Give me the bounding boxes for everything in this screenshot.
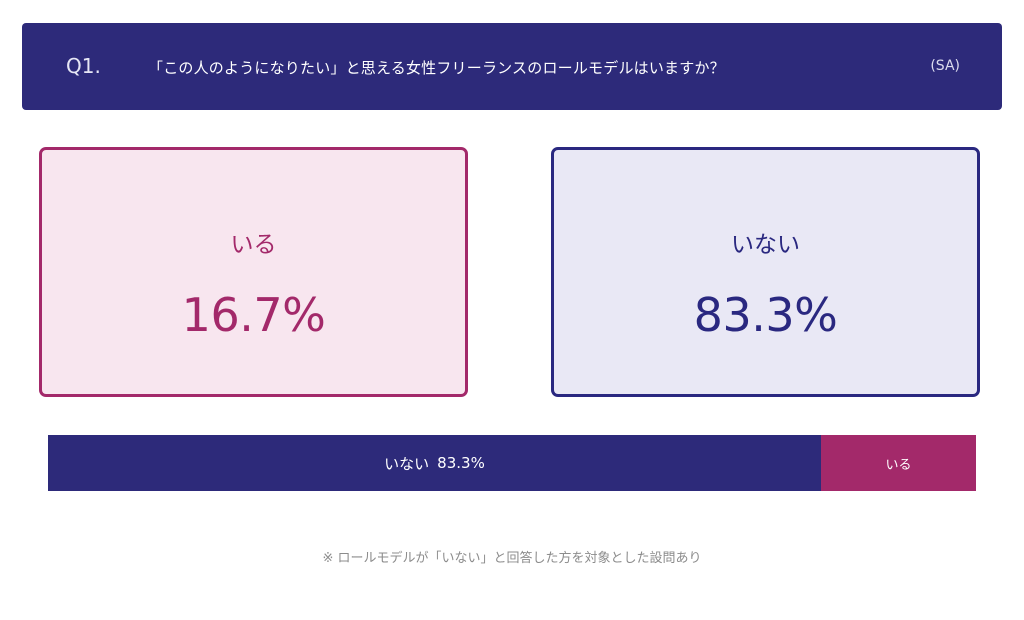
stacked-bar: いない 83.3% いる: [48, 435, 976, 491]
answer-type-label: (SA): [930, 58, 960, 74]
bar-segment-no: いない 83.3%: [48, 435, 821, 491]
card-no: いない 83.3%: [551, 147, 980, 397]
card-no-value: 83.3%: [693, 288, 838, 342]
bar-segment-yes-label: いる: [885, 457, 912, 473]
bar-segment-no-value: 83.3%: [437, 454, 485, 472]
question-number: Q1.: [66, 54, 101, 78]
card-yes-label: いる: [230, 232, 277, 258]
card-yes-value: 16.7%: [181, 288, 326, 342]
card-no-label: いない: [731, 232, 800, 258]
question-header: Q1. 「この人のようになりたい」と思える女性フリーランスのロールモデルはいます…: [22, 23, 1002, 110]
footnote: ※ ロールモデルが「いない」と回答した方を対象とした設問あり: [322, 551, 702, 566]
bar-segment-no-label: いない: [384, 454, 430, 473]
bar-segment-yes: いる: [821, 435, 976, 491]
card-yes: いる 16.7%: [39, 147, 468, 397]
question-text: 「この人のようになりたい」と思える女性フリーランスのロールモデルはいますか？: [148, 59, 725, 77]
